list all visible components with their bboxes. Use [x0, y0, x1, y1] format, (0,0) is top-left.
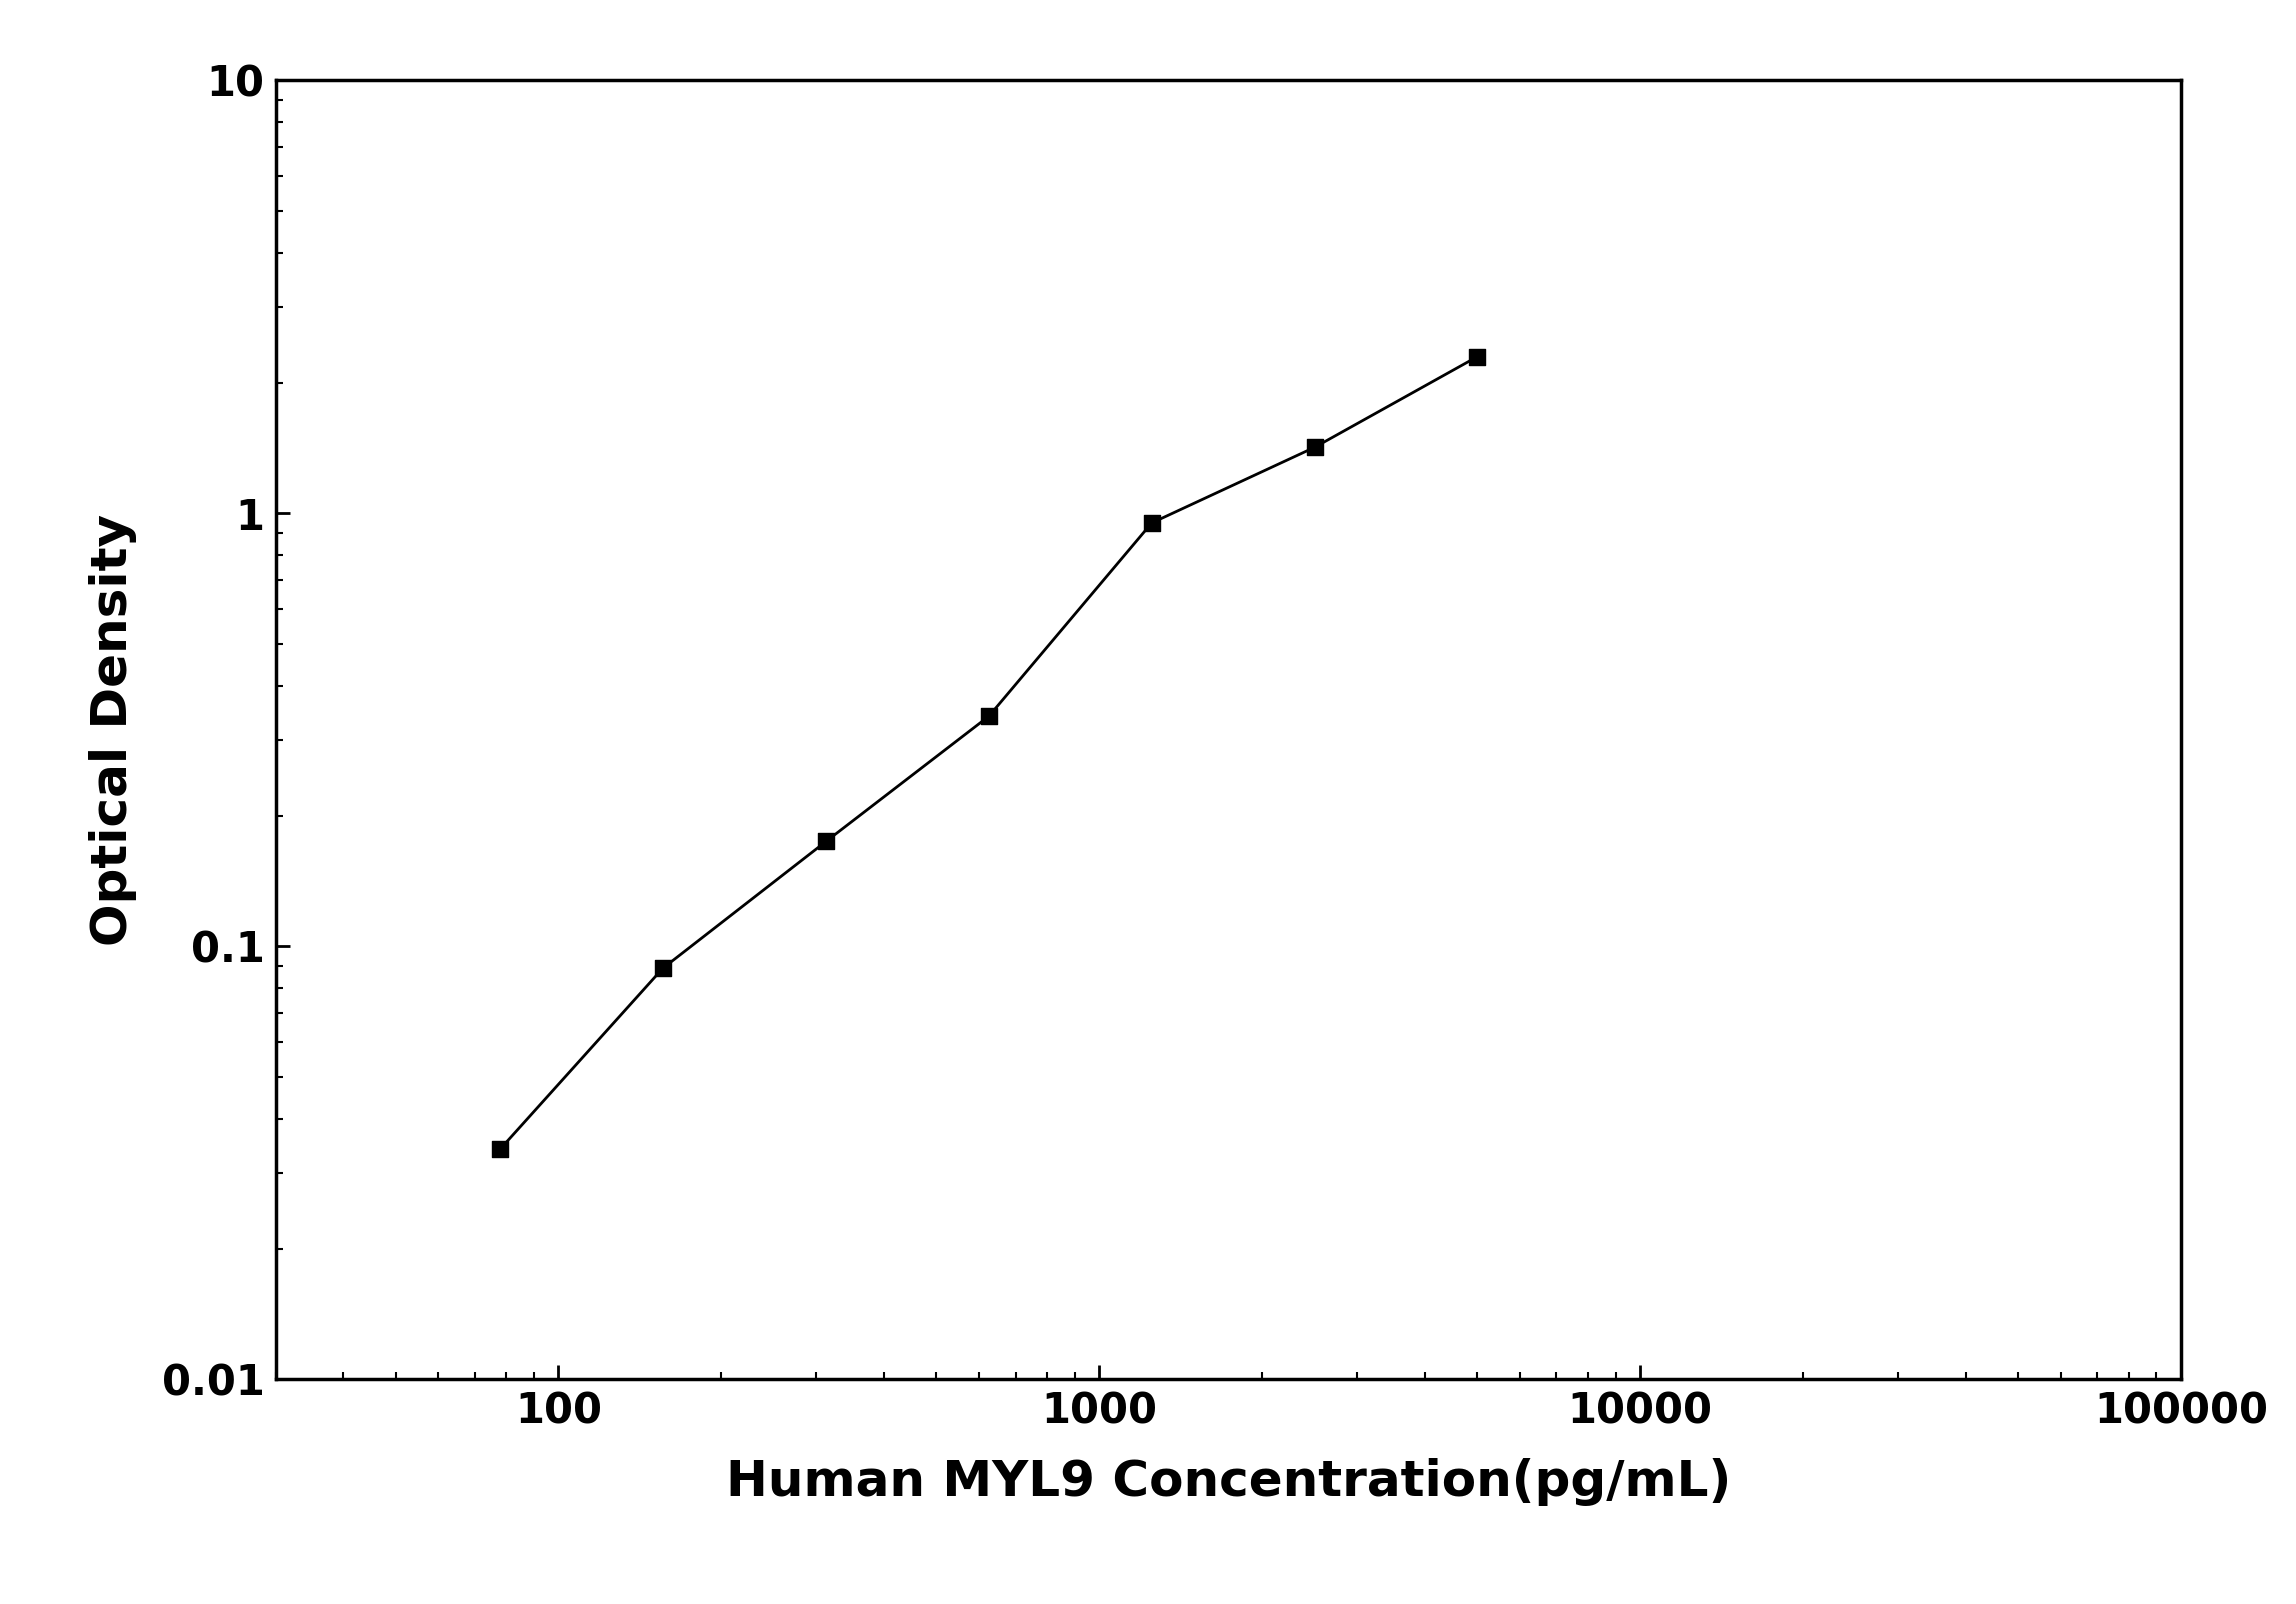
Point: [482, 1137, 519, 1163]
Point: [645, 956, 682, 982]
Point: [1297, 435, 1334, 460]
Point: [808, 828, 845, 853]
Y-axis label: Optical Density: Optical Density: [90, 513, 135, 946]
Point: [971, 704, 1008, 730]
Point: [1134, 510, 1171, 536]
X-axis label: Human MYL9 Concentration(pg/mL): Human MYL9 Concentration(pg/mL): [726, 1458, 1731, 1506]
Point: [1458, 343, 1495, 369]
